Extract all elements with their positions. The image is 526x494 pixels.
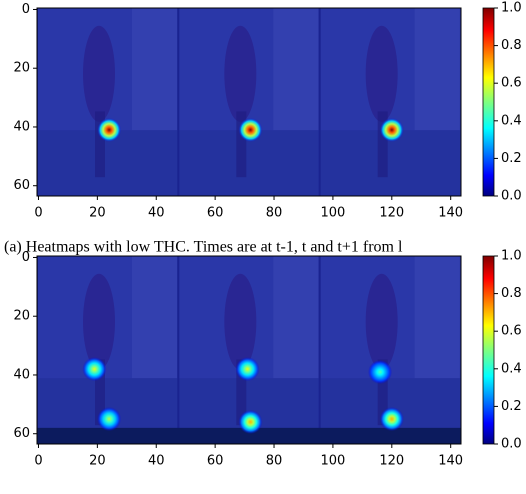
photo-person xyxy=(83,25,115,122)
y-tick-label: 20 xyxy=(13,61,30,76)
hotspot xyxy=(97,407,122,432)
x-tick-label: 40 xyxy=(148,206,165,221)
heatmap-image xyxy=(37,8,461,196)
photo-person xyxy=(365,25,398,122)
colorbar-tick-label: 0.6 xyxy=(501,76,522,91)
hotspot xyxy=(235,357,260,382)
hotspot xyxy=(238,409,263,434)
photo-wall xyxy=(132,8,177,131)
colorbar-tick-label: 0.8 xyxy=(501,38,522,53)
photo-leg xyxy=(95,111,105,178)
hotspot xyxy=(379,117,404,142)
y-tick-label: 40 xyxy=(13,119,30,134)
caption: (a) Heatmaps with low THC. Times are at … xyxy=(4,239,403,256)
colorbar-tick-label: 0.2 xyxy=(501,399,522,414)
photo-leg xyxy=(95,359,105,426)
photo-wall xyxy=(414,8,460,131)
x-tick-label: 140 xyxy=(438,206,463,221)
x-tick-label: 60 xyxy=(207,454,224,469)
x-tick-label: 60 xyxy=(207,206,224,221)
photo-leg xyxy=(377,111,388,178)
photo-person xyxy=(224,25,257,122)
photo-band xyxy=(37,427,461,444)
photo-person xyxy=(365,273,398,370)
heatmap-image xyxy=(37,256,461,444)
x-tick-label: 0 xyxy=(34,206,42,221)
x-tick-label: 40 xyxy=(148,454,165,469)
plot-frame xyxy=(36,255,462,445)
hotspot xyxy=(82,357,107,382)
y-tick-label: 20 xyxy=(13,309,30,324)
photo-leg xyxy=(377,359,388,426)
plot-frame xyxy=(36,7,462,197)
photo-person xyxy=(224,273,257,370)
x-tick-label: 100 xyxy=(321,206,346,221)
x-tick-label: 20 xyxy=(89,206,106,221)
photo-wall xyxy=(273,8,319,131)
colorbar-tick-label: 0.4 xyxy=(501,361,522,376)
colorbar-tick-label: 1.0 xyxy=(501,1,522,16)
y-tick-label: 0 xyxy=(22,250,30,265)
photo-wall xyxy=(414,256,460,379)
colorbar xyxy=(482,7,495,197)
y-tick-label: 0 xyxy=(22,2,30,17)
hotspot xyxy=(97,117,122,142)
colorbar-tick-label: 0.2 xyxy=(501,151,522,166)
photo-leg xyxy=(236,359,247,426)
colorbar-tick-label: 0.0 xyxy=(501,437,522,452)
hotspot xyxy=(379,407,404,432)
photo-person xyxy=(83,273,115,370)
photo-leg xyxy=(236,111,247,178)
x-tick-label: 100 xyxy=(321,454,346,469)
colorbar-tick-label: 0.6 xyxy=(501,324,522,339)
y-tick-label: 40 xyxy=(13,367,30,382)
colorbar-tick-label: 0.0 xyxy=(501,189,522,204)
colorbar-tick-label: 0.4 xyxy=(501,113,522,128)
y-tick-label: 60 xyxy=(13,426,30,441)
colorbar-tick-label: 0.8 xyxy=(501,286,522,301)
x-tick-label: 80 xyxy=(266,454,283,469)
x-tick-label: 120 xyxy=(379,454,404,469)
hotspot xyxy=(368,360,393,385)
hotspot xyxy=(238,117,263,142)
x-tick-label: 0 xyxy=(34,454,42,469)
x-tick-label: 120 xyxy=(379,206,404,221)
colorbar-tick-label: 1.0 xyxy=(501,249,522,264)
x-tick-label: 80 xyxy=(266,206,283,221)
y-tick-label: 60 xyxy=(13,178,30,193)
photo-wall xyxy=(273,256,319,379)
photo-wall xyxy=(132,256,177,379)
colorbar xyxy=(482,255,495,445)
x-tick-label: 20 xyxy=(89,454,106,469)
x-tick-label: 140 xyxy=(438,454,463,469)
